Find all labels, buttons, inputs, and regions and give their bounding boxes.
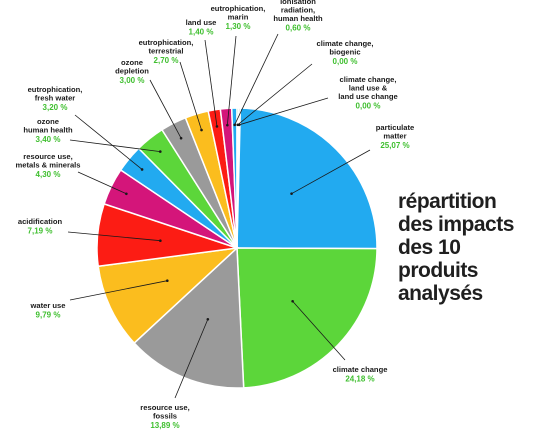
title-line-4: produits (398, 259, 479, 282)
leader-line-10 (179, 61, 202, 131)
leader-line-2 (292, 300, 346, 361)
slice-label-1: matter (383, 132, 406, 141)
leader-line-4 (69, 280, 168, 301)
slice-value-15: 0,00 % (356, 102, 381, 111)
slice-label-11: land use (186, 18, 217, 27)
slice-value-8: 3,40 % (36, 135, 61, 144)
leader-line-1 (291, 149, 371, 195)
leader-line-9 (149, 79, 182, 139)
leader-dot-5 (159, 239, 162, 243)
leader-line-12 (226, 35, 237, 126)
slice-label-3: resource use, (140, 403, 189, 412)
leader-line-13 (234, 33, 279, 125)
title-line-3: des 10 (398, 236, 461, 259)
leader-line-14 (237, 63, 313, 126)
slice-value-11: 1,40 % (189, 28, 214, 37)
slice-value-6: 4,30 % (36, 170, 61, 179)
slice-value-13: 0,60 % (286, 24, 311, 33)
slice-label-15: land use change (338, 92, 398, 101)
slice-label-8: ozone (37, 117, 59, 126)
leader-dot-13 (233, 123, 236, 127)
title-line-5: analysés (398, 282, 483, 305)
leader-lines (67, 33, 371, 399)
slice-label-9: ozone (121, 58, 143, 67)
leader-dot-12 (226, 123, 229, 127)
slice-label-12: eutrophication, (211, 4, 266, 13)
slice-label-13: human health (273, 14, 323, 23)
slice-value-4: 9,79 % (36, 311, 61, 320)
slice-value-7: 3,20 % (43, 103, 68, 112)
leader-dot-8 (158, 150, 162, 153)
slice-label-6: resource use, (23, 152, 72, 161)
leader-dot-2 (291, 299, 294, 303)
slice-label-12: marin (228, 13, 249, 22)
leader-dot-3 (206, 317, 210, 321)
slice-label-13: radiation, (281, 6, 315, 15)
leader-line-3 (174, 319, 209, 399)
title-line-1: répartition (398, 190, 497, 213)
slice-label-8: human health (23, 126, 73, 135)
leader-dot-9 (179, 136, 183, 140)
slice-value-2: 24,18 % (345, 375, 374, 384)
leader-dot-11 (215, 125, 219, 128)
leader-dot-1 (290, 192, 293, 195)
slice-label-5: acidification (18, 217, 63, 226)
slice-value-1: 25,07 % (380, 141, 409, 150)
slice-value-10: 2,70 % (154, 56, 179, 65)
leader-dot-6 (125, 192, 128, 196)
leader-line-15 (239, 97, 329, 126)
leader-line-11 (204, 39, 218, 127)
slice-label-4: water use (29, 301, 65, 310)
pie-slice-15 (236, 107, 242, 249)
slice-label-15: climate change, (340, 75, 397, 84)
slice-label-9: depletion (115, 67, 149, 76)
slice-label-2: climate change (333, 365, 388, 374)
slice-label-14: biogenic (329, 48, 360, 57)
slice-value-14: 0,00 % (333, 57, 358, 66)
slice-value-12: 1,30 % (226, 22, 251, 31)
title-line-2: des impacts (398, 213, 514, 236)
slice-value-9: 3,00 % (120, 76, 145, 85)
leader-line-6 (77, 171, 127, 195)
slice-label-10: terrestrial (148, 47, 183, 56)
slice-label-15: land use & (349, 84, 388, 93)
leader-line-5 (67, 231, 161, 242)
chart-title: répartition des impacts des 10 produits … (398, 190, 548, 305)
slice-label-1: particulate (376, 123, 414, 132)
slice-label-13: ionisation (280, 0, 316, 6)
leader-dot-10 (200, 128, 203, 132)
slice-label-6: metals & minerals (16, 161, 81, 170)
slice-label-3: fossils (153, 412, 177, 421)
slice-label-14: climate change, (317, 39, 374, 48)
leader-dot-7 (140, 168, 144, 171)
leader-dot-4 (165, 279, 169, 282)
slice-label-7: fresh water (35, 94, 76, 103)
leader-line-7 (74, 114, 143, 170)
slice-value-5: 7,19 % (28, 227, 53, 236)
slice-label-7: eutrophication, (28, 85, 83, 94)
pie-slice-4 (97, 246, 240, 345)
slice-value-3: 13,89 % (150, 421, 179, 430)
pie-slice-3 (133, 246, 245, 389)
pie-slice-1 (236, 107, 378, 250)
leader-line-8 (69, 139, 161, 152)
slice-label-10: eutrophication, (139, 38, 194, 47)
leader-dot-15 (237, 123, 241, 127)
pie-slices (96, 107, 378, 389)
